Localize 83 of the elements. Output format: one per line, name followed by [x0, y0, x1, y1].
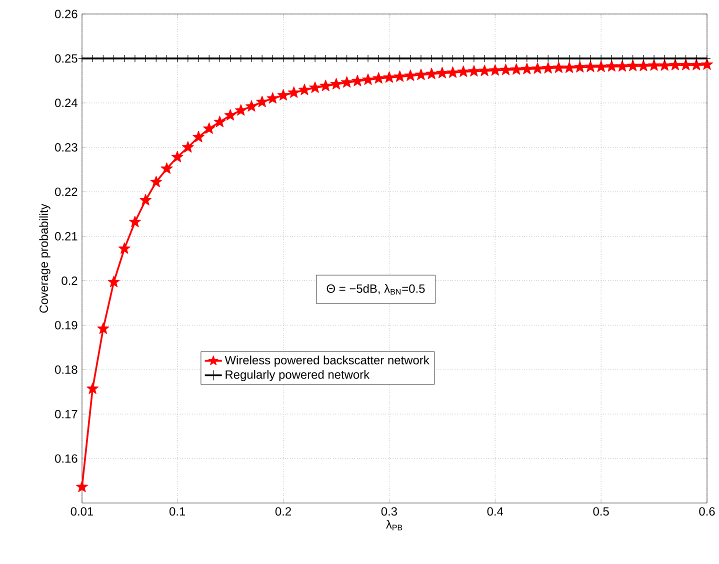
- point: [97, 322, 110, 334]
- point: [595, 60, 608, 72]
- point: [669, 58, 682, 70]
- point: [298, 84, 310, 96]
- point: [224, 109, 236, 120]
- point: [118, 242, 130, 254]
- point: [362, 74, 374, 85]
- x-tick-label: 0.6: [699, 507, 715, 516]
- y-tick-label: 0.24: [55, 98, 78, 108]
- point: [383, 71, 396, 83]
- point: [415, 68, 427, 80]
- point: [584, 60, 596, 72]
- point: [574, 61, 586, 72]
- y-tick-label: 0.16: [55, 454, 78, 463]
- point: [86, 382, 99, 394]
- point: [626, 60, 639, 72]
- point: [426, 68, 438, 80]
- point: [701, 58, 713, 70]
- point: [214, 116, 226, 128]
- annotation: Θ = −5dB, λ$_{BN}$=0.5: [326, 284, 425, 295]
- point: [637, 60, 650, 72]
- point: [489, 64, 502, 76]
- x-tick-label: 0.4: [487, 507, 504, 516]
- x-tick-label: 0.5: [593, 507, 609, 516]
- point: [658, 59, 671, 71]
- x-tick-label: 0.01: [70, 507, 94, 516]
- point: [330, 78, 342, 90]
- x-tick-label: 0.3: [381, 507, 397, 516]
- x-tick-label: 0.1: [170, 507, 186, 516]
- point: [234, 104, 247, 116]
- point: [182, 141, 194, 152]
- point: [520, 62, 533, 74]
- point: [372, 72, 385, 84]
- x-tick-label: 0.2: [275, 507, 291, 516]
- point: [542, 62, 554, 74]
- point: [690, 58, 702, 70]
- point: [616, 60, 628, 72]
- point: [563, 62, 576, 73]
- point: [446, 66, 459, 78]
- point: [510, 63, 522, 75]
- point: [340, 76, 353, 88]
- point: [457, 66, 470, 77]
- point: [76, 480, 88, 492]
- point: [468, 65, 480, 76]
- point: [203, 122, 216, 134]
- legend-label: Regularly powered network: [226, 370, 370, 382]
- point: [246, 100, 258, 112]
- point: [128, 216, 141, 228]
- point: [478, 64, 491, 76]
- y-tick-label: 0.25: [55, 54, 78, 63]
- point: [648, 59, 660, 71]
- point: [532, 62, 544, 74]
- y-tick-label: 0.23: [55, 143, 78, 152]
- y-tick-label: 0.26: [55, 10, 78, 18]
- point: [256, 96, 268, 108]
- point: [192, 130, 205, 142]
- x-axis-title: λ$_{PB}$: [386, 520, 402, 530]
- point: [160, 162, 173, 174]
- y-tick-label: 0.19: [55, 320, 78, 330]
- point: [266, 92, 279, 104]
- point: [150, 176, 162, 188]
- point: [277, 89, 290, 100]
- y-tick-label: 0.18: [55, 365, 78, 374]
- point: [436, 66, 448, 78]
- point: [140, 194, 152, 206]
- y-tick-label: 0.22: [55, 188, 78, 196]
- y-tick-label: 0.21: [55, 232, 78, 240]
- point: [552, 62, 565, 73]
- point: [288, 86, 300, 98]
- point: [309, 82, 322, 93]
- y-tick-label: 0.2: [62, 276, 78, 285]
- point: [404, 70, 416, 81]
- point: [500, 64, 512, 76]
- y-axis-title: Coverage probability: [39, 204, 50, 313]
- y-tick-label: 0.17: [55, 410, 78, 418]
- point: [108, 276, 120, 288]
- legend-label: Wireless powered backscatter network: [224, 356, 430, 367]
- point: [320, 80, 332, 92]
- point: [171, 150, 184, 162]
- point: [606, 60, 618, 72]
- point: [680, 58, 692, 70]
- point: [394, 70, 406, 82]
- point: [351, 74, 364, 86]
